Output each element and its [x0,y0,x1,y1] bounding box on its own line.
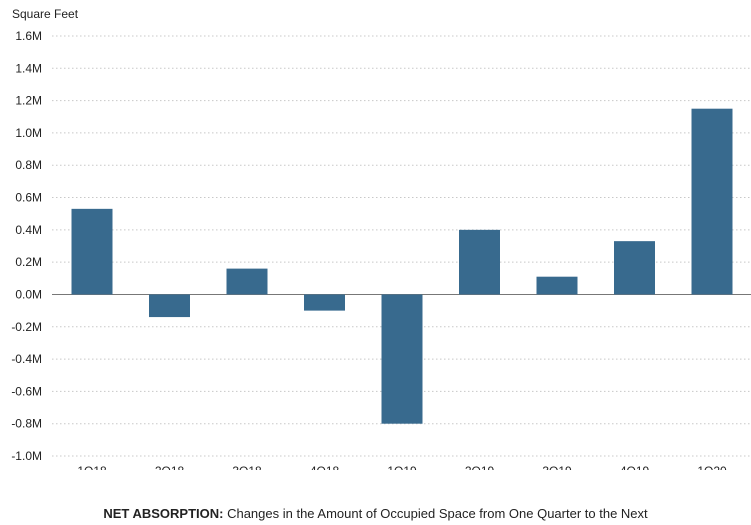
y-tick-label: 0.0M [15,287,42,301]
x-tick-label: 4Q18 [310,464,340,470]
x-tick-label: 3Q19 [542,464,572,470]
chart-caption: NET ABSORPTION: Changes in the Amount of… [0,506,751,522]
y-tick-label: 1.2M [15,94,42,108]
x-tick-label: 3Q18 [232,464,262,470]
x-tick-label: 2Q19 [465,464,495,470]
y-tick-label: 0.8M [15,158,42,172]
x-axis: 1Q18 2Q18 3Q18 4Q18 1Q19 2Q19 3Q19 4Q19 1Q20 [77,464,727,470]
y-tick-label: -0.6M [11,384,42,398]
net-absorption-chart: Square Feet 1.6M 1.4M 1.2M 1.0M 0.8M 0.6M 0.4M… [11,7,751,470]
caption-text: Changes in the Amount of Occupied Space … [223,506,648,521]
x-tick-label: 4Q19 [620,464,650,470]
y-tick-label: 0.2M [15,255,42,269]
y-tick-label: 0.4M [15,223,42,237]
y-tick-label: 0.6M [15,191,42,205]
x-tick-label: 1Q19 [387,464,417,470]
bar-3Q19 [536,276,578,295]
bar-1Q18 [71,208,113,295]
x-tick-label: 1Q18 [77,464,107,470]
y-axis: 1.6M 1.4M 1.2M 1.0M 0.8M 0.6M 0.4M 0.2M 0.0M -0.2… [11,29,42,463]
y-tick-label: 1.6M [15,29,42,43]
y-tick-label: -1.0M [11,449,42,463]
bar-2Q19 [459,229,500,295]
y-tick-label: -0.4M [11,352,42,366]
x-tick-label: 2Q18 [155,464,185,470]
y-tick-label: -0.8M [11,417,42,431]
bar-1Q19 [381,294,423,424]
bar-2Q18 [149,294,190,318]
bar-4Q18 [304,294,345,311]
bars [71,108,733,424]
y-tick-label: -0.2M [11,320,42,334]
y-tick-label: 1.4M [15,61,42,75]
y-tick-label: 1.0M [15,126,42,140]
caption-bold: NET ABSORPTION: [103,506,224,521]
x-tick-label: 1Q20 [697,464,727,470]
bar-1Q20 [691,108,733,295]
bar-3Q18 [226,268,268,295]
y-axis-title: Square Feet [12,7,79,21]
bar-4Q19 [614,241,655,295]
